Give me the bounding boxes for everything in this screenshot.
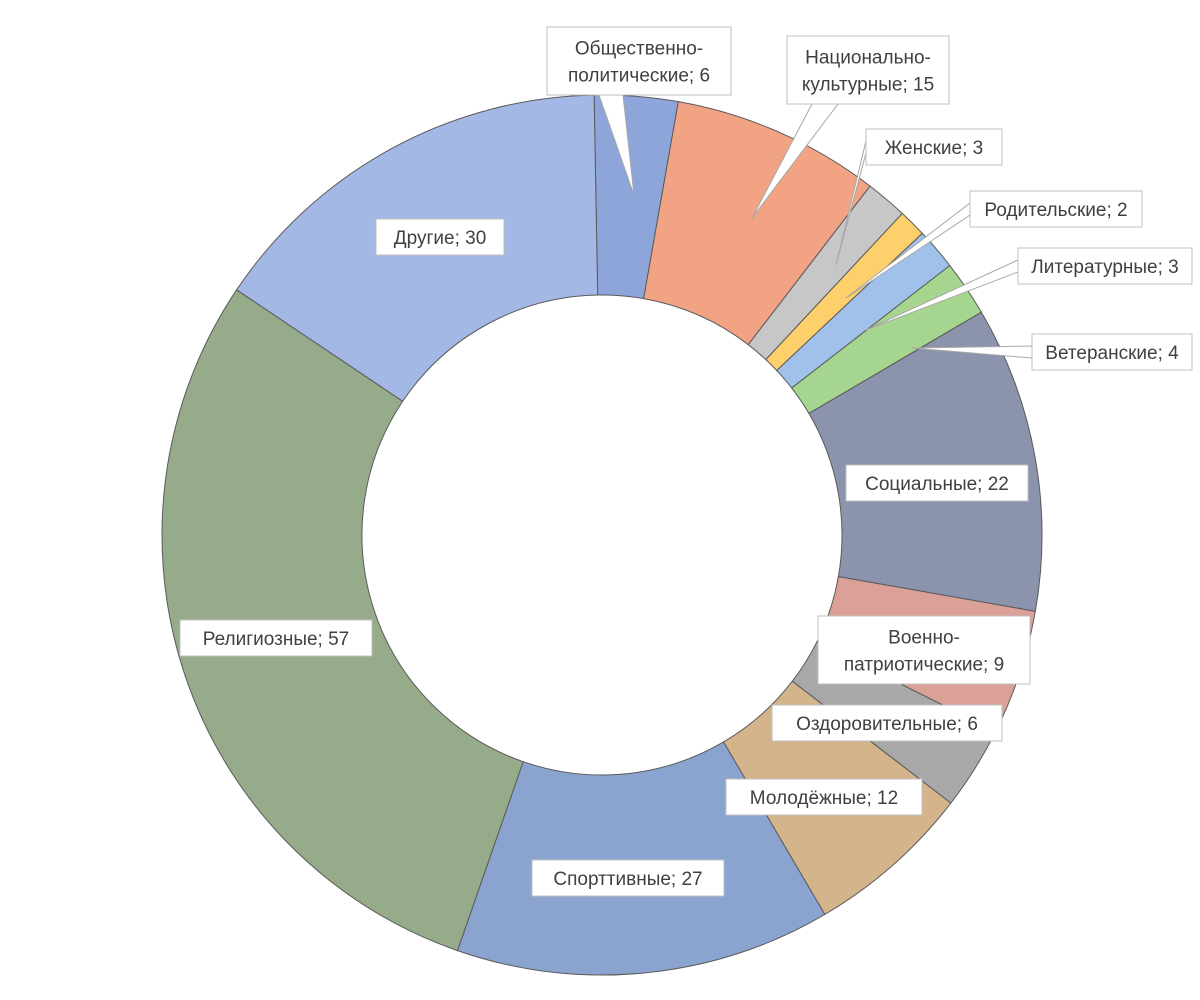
data-label-box-2	[865, 128, 1003, 166]
data-label-11: Религиозные; 57	[179, 619, 373, 657]
data-label-box-5	[1031, 333, 1193, 371]
data-label-text-4-0: Литературные; 3	[1031, 257, 1178, 278]
data-label-text-0-0: Общественно-	[575, 39, 703, 60]
data-label-box-9	[725, 778, 923, 816]
data-label-box-3	[969, 190, 1143, 228]
data-label-box-1	[786, 35, 950, 105]
labels-group: Общественно-политические; 6Национально-к…	[179, 26, 1193, 897]
data-label-text-11-0: Религиозные; 57	[203, 629, 350, 650]
data-label-box-0	[546, 26, 732, 96]
data-label-text-3-0: Родительские; 2	[984, 200, 1127, 221]
data-label-box-4	[1017, 247, 1193, 285]
data-label-box-8	[771, 704, 1003, 742]
slices-group	[161, 94, 1043, 976]
data-label-3: Родительские; 2	[845, 190, 1143, 299]
data-label-4: Литературные; 3	[865, 247, 1193, 331]
data-label-text-8-0: Оздоровительные; 6	[796, 714, 978, 735]
data-label-box-6	[845, 464, 1029, 502]
data-label-box-10	[531, 859, 725, 897]
data-label-10: Спорттивные; 27	[531, 859, 725, 897]
data-label-9: Молодёжные; 12	[725, 778, 923, 816]
data-label-7: Военно-патриотические; 9	[817, 615, 1031, 685]
data-label-text-9-0: Молодёжные; 12	[750, 788, 898, 809]
data-label-5: Ветеранские; 4	[911, 333, 1193, 371]
data-label-text-1-0: Национально-	[805, 48, 931, 69]
data-label-12: Другие; 30	[375, 218, 505, 256]
data-label-text-12-0: Другие; 30	[394, 228, 487, 249]
data-label-2: Женские; 3	[835, 128, 1003, 266]
data-label-text-2-0: Женские; 3	[885, 138, 984, 159]
data-label-text-10-0: Спорттивные; 27	[553, 869, 702, 890]
data-label-0: Общественно-политические; 6	[546, 26, 732, 196]
data-label-6: Социальные; 22	[845, 464, 1029, 502]
data-label-text-5-0: Ветеранские; 4	[1045, 343, 1179, 364]
data-label-box-11	[179, 619, 373, 657]
data-label-text-6-0: Социальные; 22	[865, 474, 1009, 495]
data-label-text-7-0: Военно-	[888, 628, 960, 649]
data-label-text-1-1: культурные; 15	[802, 75, 934, 96]
data-label-text-0-1: политические; 6	[568, 66, 710, 87]
data-label-box-12	[375, 218, 505, 256]
data-label-box-7	[817, 615, 1031, 685]
data-label-text-7-1: патриотические; 9	[844, 655, 1004, 676]
data-label-1: Национально-культурные; 15	[751, 35, 950, 219]
data-label-8: Оздоровительные; 6	[771, 704, 1003, 742]
